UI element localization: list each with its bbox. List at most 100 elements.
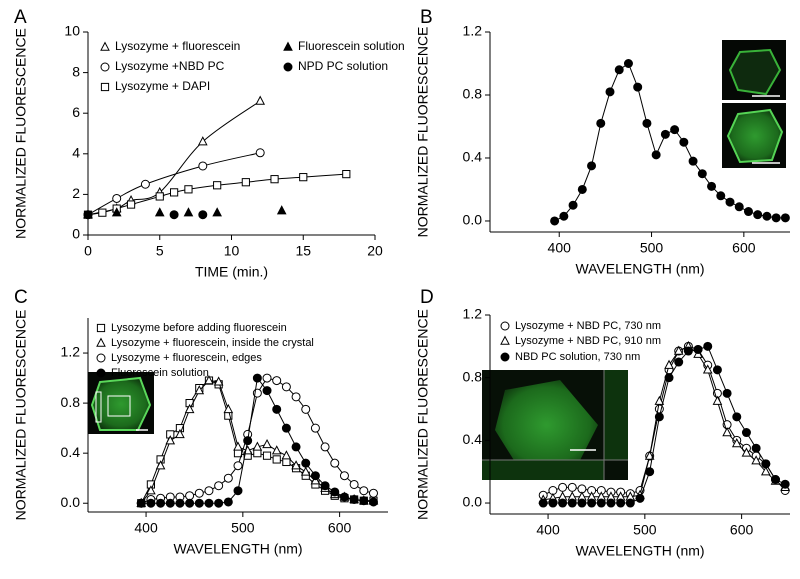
data-point — [291, 442, 301, 452]
x-tick-label: 5 — [156, 243, 164, 259]
data-point — [233, 486, 243, 496]
data-point — [548, 498, 558, 508]
legend-marker — [100, 82, 110, 92]
data-point — [155, 192, 164, 201]
data-point — [538, 498, 548, 508]
legend-marker — [500, 321, 510, 331]
y-tick-label: 0.8 — [463, 368, 483, 384]
y-tick-label: 1.2 — [463, 306, 483, 322]
y-tick-label: 0.0 — [463, 212, 483, 228]
y-tick-label: 0.0 — [463, 494, 483, 510]
x-tick-label: 600 — [730, 522, 754, 538]
data-point — [198, 210, 208, 220]
data-point — [204, 486, 214, 496]
data-point — [673, 345, 684, 355]
data-point — [197, 136, 208, 146]
x-axis-title: WAVELENGTH (nm) — [575, 543, 704, 559]
legend-marker — [96, 323, 106, 333]
y-axis-title: NORMALIZED FLUORESCENCE — [415, 309, 431, 520]
data-point — [645, 467, 655, 477]
x-tick-label: 400 — [536, 522, 560, 538]
data-point — [213, 181, 222, 190]
data-point — [136, 498, 146, 508]
legend-label: Lysozyme before adding fluorescein — [111, 322, 287, 334]
legend-marker — [500, 352, 510, 362]
data-point — [213, 376, 224, 386]
data-point — [577, 184, 587, 194]
data-point — [702, 364, 713, 374]
inset-images-b — [722, 40, 786, 168]
y-tick-label: 1.2 — [61, 344, 81, 360]
data-point — [243, 436, 253, 446]
y-tick-label: 0.4 — [463, 431, 483, 447]
data-point — [262, 451, 272, 460]
data-point — [693, 344, 703, 354]
inset-image-d — [482, 370, 628, 480]
data-point — [301, 404, 311, 414]
legend-label: Fluorescein solution — [111, 367, 209, 379]
data-point — [255, 148, 265, 158]
x-tick-label: 600 — [328, 520, 352, 536]
x-axis-title: WAVELENGTH (nm) — [575, 261, 704, 277]
data-point — [281, 423, 291, 433]
data-point — [642, 118, 652, 128]
data-point — [320, 481, 330, 491]
data-point — [146, 498, 156, 508]
data-point — [368, 488, 378, 498]
data-point — [169, 210, 179, 220]
data-point — [183, 207, 194, 217]
data-point — [587, 498, 597, 508]
data-point — [359, 486, 369, 496]
data-point — [223, 497, 233, 507]
data-point — [616, 498, 626, 508]
data-point — [339, 471, 349, 481]
data-point — [644, 450, 655, 460]
y-tick-label: 0.8 — [463, 86, 483, 102]
data-point — [567, 498, 577, 508]
data-point — [725, 197, 735, 207]
data-point — [276, 205, 287, 215]
data-point — [146, 485, 156, 495]
y-axis-title: NORMALIZED FLUORESCENCE — [13, 310, 29, 521]
data-point — [270, 175, 279, 184]
panel-letter: C — [14, 287, 28, 308]
data-point — [596, 498, 606, 508]
data-point — [184, 185, 193, 194]
data-point — [223, 473, 233, 483]
y-tick-label: 0.4 — [61, 444, 81, 460]
data-point — [155, 460, 166, 470]
legend-marker — [96, 353, 106, 363]
data-point — [670, 125, 680, 135]
data-point — [559, 211, 569, 221]
data-point — [780, 213, 790, 223]
data-point — [697, 169, 707, 179]
x-tick-label: 20 — [367, 243, 383, 259]
data-point — [126, 200, 136, 209]
data-point — [550, 216, 560, 226]
data-point — [272, 455, 281, 464]
y-tick-label: 0 — [72, 226, 80, 242]
data-point — [233, 441, 243, 451]
legend-label: Lysozyme + NBD PC, 730 nm — [515, 320, 661, 332]
data-point — [262, 386, 272, 396]
data-point — [112, 193, 122, 203]
data-point — [349, 494, 359, 504]
data-point — [212, 207, 222, 217]
x-tick-label: 600 — [732, 240, 756, 256]
legend-marker — [500, 335, 510, 345]
x-tick-label: 15 — [295, 243, 311, 259]
panel-letter: A — [14, 7, 27, 28]
data-point — [741, 428, 751, 438]
data-point — [633, 82, 643, 92]
data-point — [252, 373, 262, 383]
data-point — [156, 498, 166, 508]
data-point — [568, 200, 578, 210]
x-tick-label: 500 — [640, 240, 664, 256]
legend-marker — [283, 62, 293, 72]
data-point — [339, 492, 349, 502]
data-point — [330, 487, 340, 497]
legend-marker — [100, 62, 110, 72]
legend-marker — [96, 368, 106, 378]
data-point — [654, 395, 665, 405]
